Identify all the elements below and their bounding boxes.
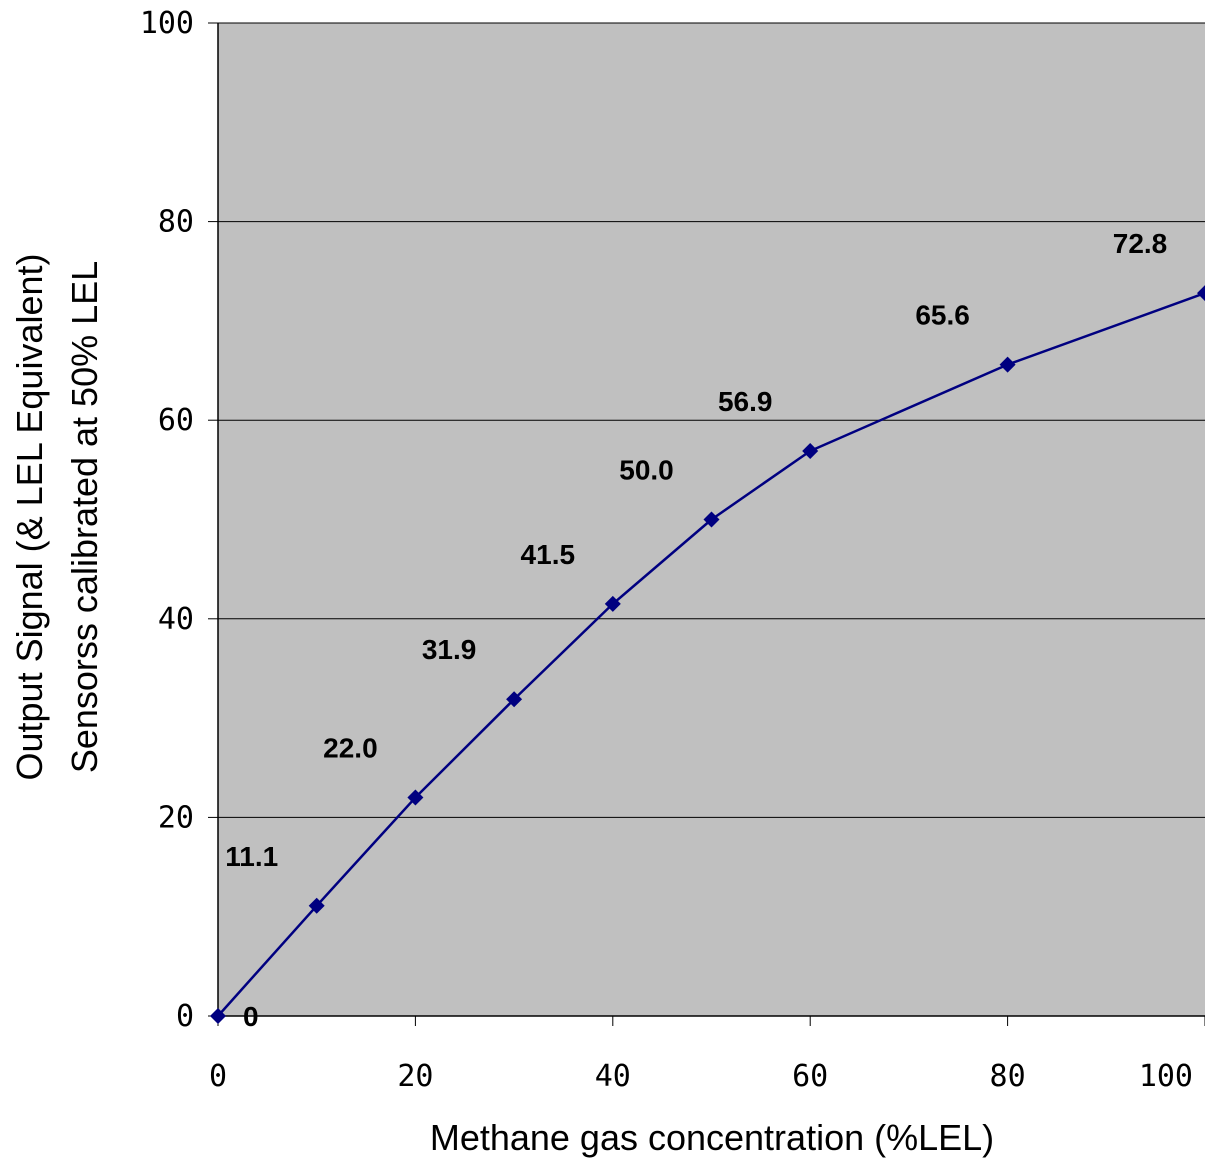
data-label-20: 22.0 — [323, 733, 378, 764]
x-tick-label-40: 40 — [595, 1059, 631, 1094]
x-axis-title: Methane gas concentration (%LEL) — [430, 1117, 994, 1158]
y-tick-label-100: 100 — [140, 6, 194, 41]
x-tick-label-100: 100 — [1139, 1059, 1193, 1094]
gridlines — [218, 22, 1205, 818]
series-layer — [210, 285, 1205, 1024]
data-label-50: 50.0 — [619, 455, 674, 486]
y-tick-label-60: 60 — [158, 403, 194, 438]
y-tick-label-0: 0 — [176, 999, 194, 1034]
data-point-20 — [407, 789, 424, 806]
data-point-30 — [506, 691, 523, 708]
x-tick-label-80: 80 — [990, 1059, 1026, 1094]
data-point-60 — [802, 442, 819, 459]
axes — [217, 23, 1205, 1017]
x-tick-label-20: 20 — [397, 1059, 433, 1094]
data-label-60: 56.9 — [718, 386, 773, 417]
y-tick-label-40: 40 — [158, 602, 194, 637]
data-labels: 0 11.1 22.0 31.9 41.5 50.0 56.9 65.6 72.8 — [225, 228, 1167, 1032]
data-point-10 — [308, 897, 325, 914]
y-axis-title-line-2: Sensorss calibrated at 50% LEL — [64, 261, 105, 773]
data-point-0 — [210, 1008, 226, 1024]
x-tick-label-0: 0 — [209, 1059, 227, 1094]
data-point-80 — [999, 356, 1016, 373]
x-axis-ticks: 0 20 40 60 80 100 — [209, 1016, 1205, 1094]
y-tick-label-80: 80 — [158, 205, 194, 240]
data-label-30: 31.9 — [422, 634, 477, 665]
data-label-100: 72.8 — [1113, 228, 1168, 259]
data-point-40 — [604, 595, 621, 612]
data-label-0: 0 — [243, 1001, 259, 1032]
data-point-50 — [703, 511, 720, 528]
data-point-100 — [1197, 285, 1205, 302]
y-axis-title-line-1: Output Signal (& LEL Equivalent) — [9, 254, 50, 781]
x-tick-label-60: 60 — [792, 1059, 828, 1094]
data-label-10: 11.1 — [225, 841, 278, 872]
y-tick-label-20: 20 — [158, 800, 194, 835]
data-label-80: 65.6 — [915, 300, 970, 331]
y-axis-ticks: 0 20 40 60 80 100 — [140, 6, 218, 1034]
data-label-40: 41.5 — [521, 539, 576, 570]
